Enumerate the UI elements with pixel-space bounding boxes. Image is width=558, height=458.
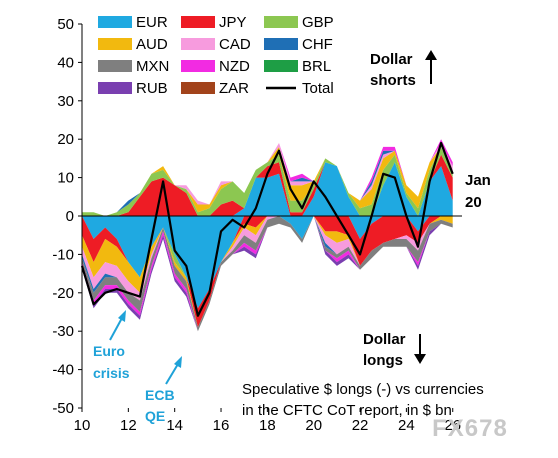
legend-label-total: Total <box>302 80 334 97</box>
annotation-date-line2: 20 <box>465 194 482 211</box>
watermark-text: FX678 <box>432 415 508 442</box>
arrow-up-head <box>425 50 437 60</box>
legend-swatch-jpy <box>181 16 215 28</box>
legend-label-chf: CHF <box>302 36 333 53</box>
legend-swatch-zar <box>181 82 215 94</box>
legend-label-nzd: NZD <box>219 58 250 75</box>
area-aud-positive <box>82 146 453 216</box>
caption-line1: Speculative $ longs (-) vs currencies <box>242 381 484 398</box>
x-tick-label: 14 <box>166 417 183 434</box>
arrow-ecb-qe-head <box>174 356 182 368</box>
axes: -50 -40 -30 -20 -10 0 10 20 30 40 50 10 12 14 16 18 20 22… <box>52 16 462 434</box>
total-line <box>80 141 454 317</box>
legend-label-jpy: JPY <box>219 14 247 31</box>
legend-label-rub: RUB <box>136 80 168 97</box>
stacked-area-series <box>82 139 453 332</box>
annotation-ecb-qe-line1: ECB <box>145 387 175 403</box>
annotation-dollar-shorts-line1: Dollar <box>370 51 413 68</box>
annotation-euro-crisis-line1: Euro <box>93 343 125 359</box>
x-tick-label: 22 <box>352 417 369 434</box>
legend-label-gbp: GBP <box>302 14 334 31</box>
annotation-euro-crisis-line2: crisis <box>93 365 130 381</box>
y-tick-label: -30 <box>52 323 74 340</box>
legend-label-cad: CAD <box>219 36 251 53</box>
x-tick-label: 16 <box>213 417 230 434</box>
area-jpy-negative <box>82 216 453 328</box>
legend-swatch-chf <box>264 38 298 50</box>
x-tick-label: 10 <box>74 417 91 434</box>
x-tick-label: 20 <box>305 417 322 434</box>
area-eur-negative <box>82 216 453 309</box>
y-tick-label: -10 <box>52 246 74 263</box>
y-tick-label: -50 <box>52 400 74 417</box>
legend-label-zar: ZAR <box>219 80 249 97</box>
legend-label-mxn: MXN <box>136 58 169 75</box>
legend-swatch-eur <box>98 16 132 28</box>
y-tick-label: -20 <box>52 285 74 302</box>
annotation-dollar-shorts-line2: shorts <box>370 72 416 89</box>
arrow-down-head <box>414 354 426 364</box>
legend-swatch-brl <box>264 60 298 72</box>
legend-label-brl: BRL <box>302 58 331 75</box>
legend-swatch-nzd <box>181 60 215 72</box>
arrow-euro-crisis-head <box>118 310 126 322</box>
legend-swatch-aud <box>98 38 132 50</box>
y-tick-label: 40 <box>57 54 74 71</box>
arrow-ecb-qe-shaft <box>165 363 179 385</box>
legend-label-eur: EUR <box>136 14 168 31</box>
annotation-dollar-longs-line2: longs <box>363 352 403 369</box>
area-eur-positive <box>82 162 453 216</box>
annotation-date-line1: Jan <box>465 172 491 189</box>
x-tick-label: 18 <box>259 417 276 434</box>
legend-swatch-mxn <box>98 60 132 72</box>
legend-swatch-gbp <box>264 16 298 28</box>
y-tick-label: 20 <box>57 131 74 148</box>
x-tick-label: 24 <box>398 417 415 434</box>
legend-swatch-rub <box>98 82 132 94</box>
y-tick-label: 0 <box>66 208 74 225</box>
annotation-ecb-qe-line2: QE <box>145 408 165 424</box>
annotation-dollar-longs-line1: Dollar <box>363 331 406 348</box>
legend-label-aud: AUD <box>136 36 168 53</box>
caption-line2: in the CFTC CoT report, in $ bn <box>242 402 452 419</box>
arrow-euro-crisis-shaft <box>109 317 123 341</box>
annotations: Dollar shorts Jan 20 Dollar longs Euro crisis EC… <box>93 50 491 424</box>
y-tick-label: -40 <box>52 362 74 379</box>
x-tick-label: 26 <box>444 417 461 434</box>
y-tick-label: 10 <box>57 170 74 187</box>
x-tick-label: 12 <box>120 417 137 434</box>
legend-swatch-cad <box>181 38 215 50</box>
total-line-group <box>80 141 454 317</box>
y-tick-label: 50 <box>57 16 74 33</box>
y-tick-label: 30 <box>57 93 74 110</box>
area-gbp-positive <box>82 146 453 216</box>
legend: EUR JPY GBP AUD CAD CHF MXN NZD BRL RUB ZAR Total <box>98 14 334 97</box>
area-jpy-positive <box>82 154 453 216</box>
